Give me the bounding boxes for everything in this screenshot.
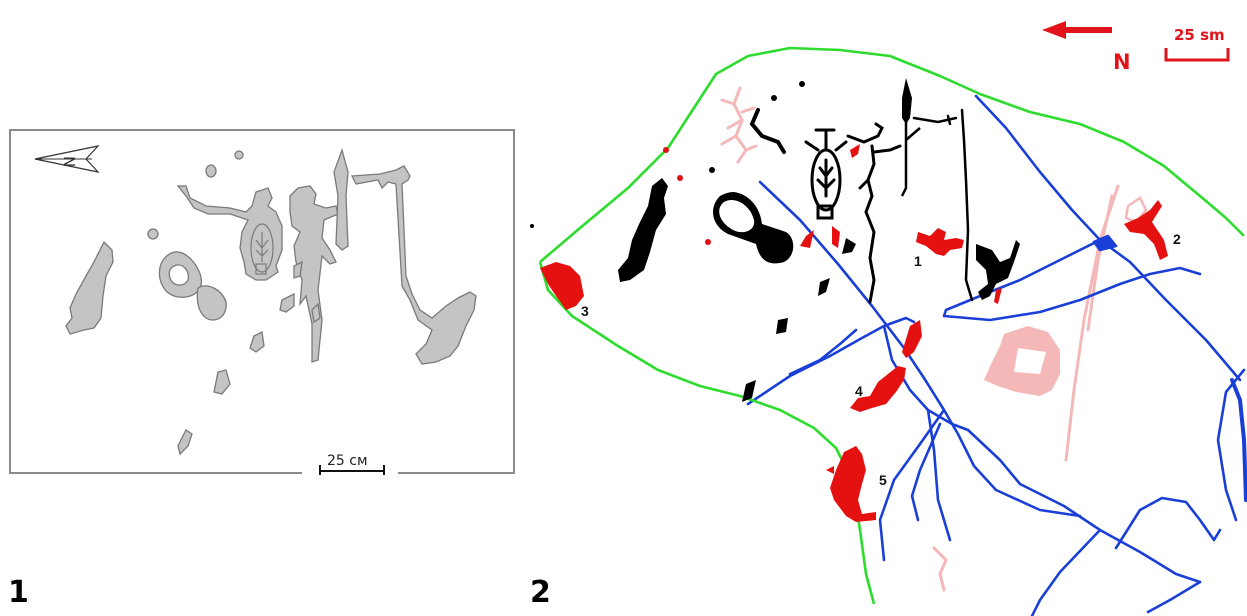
rock-cracks (746, 94, 1247, 616)
pale-blob (984, 326, 1060, 396)
north-arrow-icon: N (34, 145, 100, 173)
red-mark (994, 288, 1002, 304)
red-arrow-icon (1042, 21, 1112, 39)
red-figure-5 (830, 446, 876, 522)
p1-dot (234, 150, 244, 160)
black-curve (749, 108, 786, 154)
black-dot (771, 95, 777, 101)
figure-labels: 1 2 3 4 5 (581, 231, 1181, 488)
p1-dot (147, 228, 159, 240)
panel-1-scale-label: 25 см (327, 453, 368, 469)
panel-1-drawing: N (9, 129, 515, 480)
black-anthropomorph (804, 128, 848, 220)
red-mark (850, 144, 860, 158)
red-figures (540, 144, 1168, 522)
p1-animal (65, 240, 114, 335)
red-dot (663, 147, 669, 153)
black-staff-line (900, 122, 921, 197)
red-dot (677, 175, 683, 181)
panel-2-number: 2 (530, 575, 551, 610)
rock-outline (538, 46, 1245, 605)
pale-line (1086, 194, 1114, 332)
red-figure-4 (850, 366, 906, 412)
panel-1-scale-bar: 25 см (302, 453, 398, 480)
black-wedge (742, 380, 756, 402)
panel-1-frame (9, 129, 515, 474)
panel-2-drawing: 1 2 3 4 5 N 25 sm (530, 21, 1247, 616)
black-wedge (842, 238, 856, 254)
black-tall-figure (912, 108, 974, 302)
pale-mark (932, 546, 948, 592)
black-figures (530, 78, 1020, 402)
black-animal-right (976, 240, 1020, 300)
panel-1-engravings (65, 147, 477, 456)
p1-figure-detail (250, 223, 274, 275)
black-dot (799, 81, 805, 87)
red-mark (832, 226, 840, 248)
figure-label-5: 5 (879, 472, 887, 488)
p1-mark (279, 292, 295, 313)
red-dot (705, 239, 711, 245)
black-animal (618, 178, 668, 282)
pale-branch (720, 86, 758, 164)
red-mark (800, 230, 814, 248)
black-dot (530, 224, 534, 228)
p1-dot (205, 164, 217, 178)
p1-mark (249, 331, 265, 353)
pale-figures (720, 86, 1120, 592)
red-figure-3 (540, 262, 584, 310)
p1-figure-far-right (350, 165, 477, 365)
red-figure-4a (902, 320, 922, 358)
p1-figure-right (289, 185, 339, 363)
panel-2-scale-label: 25 sm (1174, 26, 1225, 44)
panel-1-number: 1 (8, 575, 29, 610)
p1-mark (311, 302, 321, 324)
figure-label-1: 1 (914, 253, 922, 269)
red-figure-2 (1124, 200, 1168, 260)
red-figure-1 (916, 228, 964, 256)
p1-blob (196, 285, 227, 321)
black-dot (709, 167, 715, 173)
panel-1-north-label: N (60, 156, 78, 167)
figure-label-4: 4 (855, 383, 863, 399)
figure-label-3: 3 (581, 303, 589, 319)
figure-label-2: 2 (1173, 231, 1181, 247)
p1-staff (333, 147, 349, 251)
panel-2-north-arrow: N (1042, 21, 1131, 74)
pale-line (1064, 184, 1120, 462)
p1-figure-left (176, 185, 283, 281)
black-wedge (776, 318, 788, 334)
p1-mark (177, 429, 193, 456)
p1-mark (293, 260, 303, 279)
black-ring (713, 192, 794, 264)
p1-ring (158, 251, 202, 298)
black-wedge (818, 278, 830, 296)
black-staff (902, 78, 912, 124)
p1-mark (213, 369, 231, 395)
panel-2-scale-bar: 25 sm (1164, 26, 1230, 62)
black-figure-arms (846, 122, 902, 304)
panel-2-north-label: N (1113, 50, 1131, 74)
red-mark (826, 466, 834, 474)
